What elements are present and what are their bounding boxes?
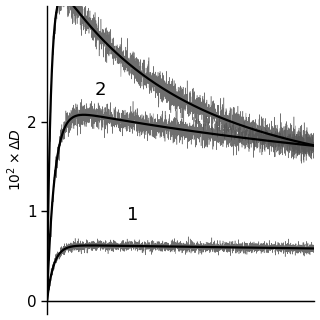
Text: 2: 2 (95, 81, 107, 99)
Y-axis label: $10^2 \times \Delta D$: $10^2 \times \Delta D$ (5, 129, 24, 191)
Text: 1: 1 (127, 206, 139, 224)
